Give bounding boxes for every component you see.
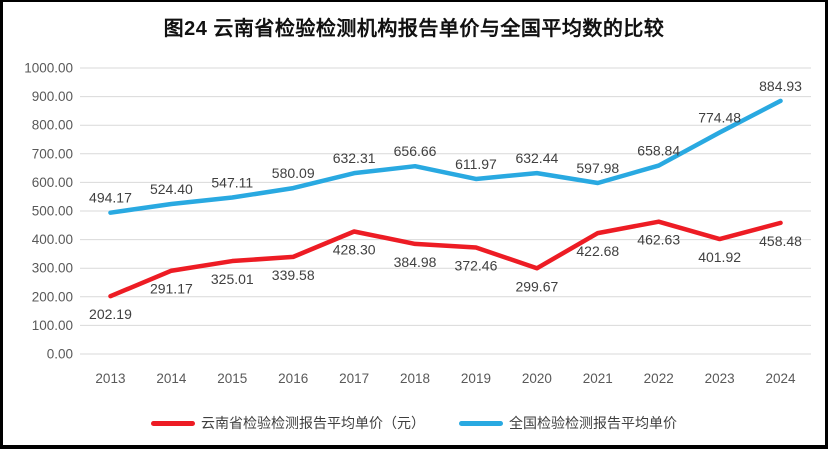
y-tick-label: 0.00 <box>47 347 73 362</box>
data-label: 384.98 <box>394 254 437 270</box>
y-tick-label: 600.00 <box>32 175 73 190</box>
data-label: 422.68 <box>576 243 619 259</box>
data-label: 291.17 <box>150 281 193 297</box>
data-label: 339.58 <box>272 267 315 283</box>
data-label: 325.01 <box>211 271 254 287</box>
data-label: 884.93 <box>759 78 802 94</box>
x-tick-label: 2023 <box>705 371 735 386</box>
x-tick-label: 2022 <box>644 371 674 386</box>
data-label: 632.44 <box>515 150 558 166</box>
data-label: 547.11 <box>211 175 253 191</box>
series-line-1 <box>108 98 783 215</box>
data-label: 524.40 <box>150 181 193 197</box>
data-label: 611.97 <box>455 156 497 172</box>
y-tick-label: 400.00 <box>32 232 73 247</box>
x-tick-label: 2024 <box>766 371 797 386</box>
x-tick-label: 2020 <box>522 371 552 386</box>
legend-swatch-yunnan <box>151 420 195 426</box>
legend-item-national: 全国检验检测报告平均单价 <box>459 413 677 433</box>
data-label: 299.67 <box>515 278 558 294</box>
data-label: 372.46 <box>455 257 498 273</box>
y-tick-label: 1000.00 <box>24 61 73 76</box>
legend-item-yunnan: 云南省检验检测报告平均单价（元） <box>151 413 425 433</box>
y-tick-label: 900.00 <box>32 89 73 104</box>
y-tick-label: 300.00 <box>32 261 73 276</box>
data-label: 774.48 <box>698 109 741 125</box>
y-tick-label: 700.00 <box>32 146 73 161</box>
data-label: 632.31 <box>333 150 376 166</box>
y-tick-label: 200.00 <box>32 289 73 304</box>
line-chart-canvas: 0.00 100.00 200.00 300.00 400.00 500.00 600.00… <box>24 61 811 386</box>
x-tick-label: 2014 <box>156 371 187 386</box>
legend-swatch-national <box>459 420 503 426</box>
x-tick-label: 2017 <box>339 371 369 386</box>
chart-title: 图24 云南省检验检测机构报告单价与全国平均数的比较 <box>163 18 665 40</box>
data-label: 656.66 <box>394 143 437 159</box>
legend-label-national: 全国检验检测报告平均单价 <box>509 415 677 431</box>
data-label: 462.63 <box>637 232 680 248</box>
y-tick-label: 500.00 <box>32 204 73 219</box>
y-tick-label: 800.00 <box>32 118 73 133</box>
data-label: 658.84 <box>637 143 680 159</box>
chart-legend: 云南省检验检测报告平均单价（元） 全国检验检测报告平均单价 <box>3 413 825 433</box>
x-tick-label: 2016 <box>278 371 308 386</box>
series-line-0 <box>108 219 783 299</box>
x-tick-label: 2019 <box>461 371 491 386</box>
data-label: 202.19 <box>89 306 132 322</box>
data-label: 580.09 <box>272 165 315 181</box>
data-label: 494.17 <box>89 190 132 206</box>
data-label: 597.98 <box>576 160 619 176</box>
y-tick-label: 100.00 <box>32 318 73 333</box>
data-label: 401.92 <box>698 249 741 265</box>
x-tick-label: 2015 <box>217 371 247 386</box>
x-tick-label: 2013 <box>95 371 125 386</box>
data-label: 428.30 <box>333 242 376 258</box>
data-label: 458.48 <box>759 233 802 249</box>
legend-label-yunnan: 云南省检验检测报告平均单价（元） <box>201 415 425 431</box>
x-tick-label: 2018 <box>400 371 430 386</box>
x-tick-label: 2021 <box>583 371 613 386</box>
